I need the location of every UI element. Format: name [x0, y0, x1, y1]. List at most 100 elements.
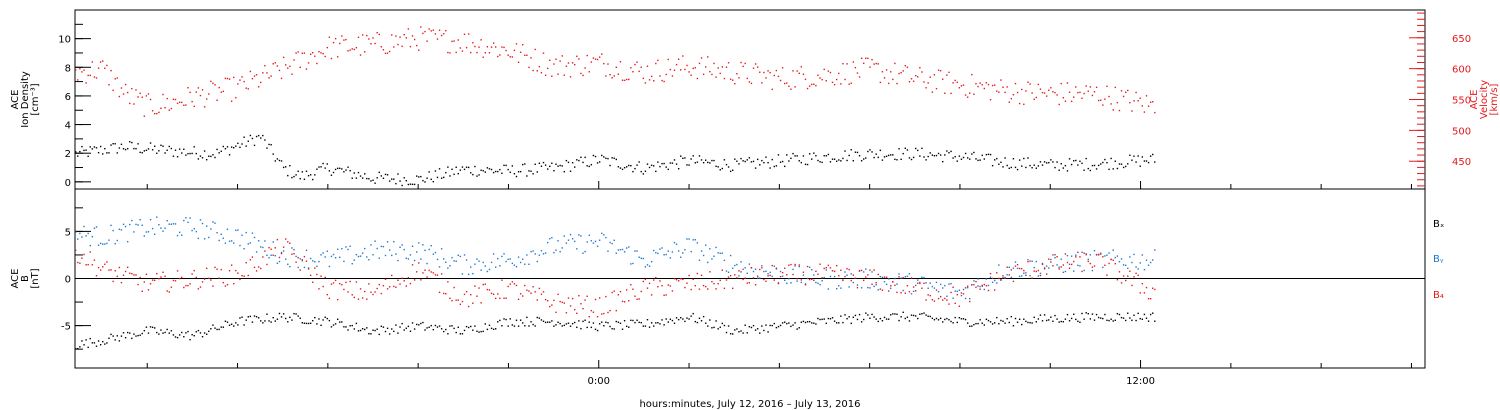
data-point	[815, 84, 817, 87]
data-point	[251, 137, 254, 140]
data-point	[1021, 275, 1023, 277]
data-point	[1006, 266, 1008, 268]
data-point	[418, 176, 420, 178]
data-point	[476, 258, 478, 260]
data-point	[503, 46, 505, 49]
data-point	[274, 62, 277, 64]
data-point	[966, 322, 969, 324]
data-point	[407, 325, 410, 328]
data-point	[257, 86, 260, 88]
data-point	[788, 160, 790, 162]
data-point	[1048, 319, 1050, 321]
data-point	[91, 342, 94, 344]
data-point	[929, 152, 931, 154]
data-point	[611, 77, 613, 79]
data-point	[166, 97, 168, 100]
data-point	[1045, 95, 1048, 97]
data-point	[646, 163, 649, 165]
data-point	[553, 170, 555, 172]
data-point	[1045, 319, 1048, 322]
data-point	[216, 268, 218, 270]
data-point	[509, 283, 511, 285]
data-point	[1060, 163, 1062, 165]
data-point	[777, 282, 780, 285]
data-point	[393, 330, 395, 333]
data-point	[1085, 312, 1087, 314]
data-point	[129, 141, 131, 143]
data-point	[316, 273, 318, 276]
data-point	[715, 76, 717, 78]
data-point	[185, 154, 187, 156]
data-point	[680, 256, 682, 258]
data-point	[470, 294, 472, 296]
data-point	[424, 269, 426, 271]
data-point	[1073, 270, 1075, 272]
data-point	[702, 254, 705, 257]
data-point	[436, 326, 439, 328]
data-point	[574, 308, 576, 311]
data-point	[486, 288, 489, 291]
data-point	[224, 77, 227, 80]
data-point	[276, 65, 279, 67]
data-point	[692, 278, 694, 281]
data-point	[781, 275, 784, 277]
data-point	[110, 333, 112, 336]
data-point	[792, 324, 794, 326]
axis-title-line: B	[20, 275, 31, 282]
data-point	[139, 151, 141, 154]
data-point	[571, 238, 574, 240]
data-point	[422, 321, 424, 324]
data-point	[989, 98, 992, 101]
data-point	[771, 88, 773, 91]
data-point	[1062, 167, 1065, 169]
data-point	[106, 242, 108, 245]
data-point	[732, 287, 734, 290]
data-point	[208, 277, 210, 280]
data-point	[1018, 102, 1021, 105]
data-point	[172, 98, 175, 100]
data-point	[628, 78, 630, 81]
data-point	[761, 325, 763, 327]
data-point	[499, 168, 501, 171]
data-point	[334, 37, 337, 40]
data-point	[767, 275, 769, 277]
data-point	[844, 78, 846, 81]
data-point	[638, 298, 640, 300]
data-point	[467, 326, 470, 329]
data-point	[769, 324, 771, 327]
data-point	[630, 67, 632, 69]
data-point	[490, 168, 493, 171]
data-point	[526, 175, 528, 177]
axis-title-line: [cm⁻³]	[30, 83, 41, 115]
data-point	[210, 228, 212, 230]
data-point	[632, 71, 634, 73]
data-point	[293, 249, 295, 251]
data-point	[669, 285, 672, 287]
data-point	[434, 324, 437, 327]
data-point	[875, 153, 877, 155]
data-point	[494, 328, 497, 330]
data-point	[632, 170, 634, 173]
data-point	[330, 174, 333, 176]
data-point	[540, 293, 543, 295]
data-point	[193, 105, 195, 108]
data-point	[447, 51, 449, 54]
data-point	[488, 289, 491, 291]
data-point	[544, 298, 547, 301]
data-point	[906, 275, 909, 277]
data-point	[625, 289, 628, 291]
data-point	[1152, 259, 1154, 261]
data-point	[274, 254, 277, 257]
data-point	[717, 67, 719, 69]
data-point	[75, 69, 77, 71]
data-point	[97, 151, 100, 154]
data-point	[1066, 313, 1069, 316]
data-point	[900, 158, 902, 160]
data-point	[792, 70, 794, 72]
data-point	[511, 165, 514, 167]
data-point	[538, 317, 541, 319]
data-point	[1068, 263, 1071, 265]
data-point	[463, 254, 466, 256]
data-point	[1043, 161, 1046, 163]
data-point	[675, 279, 678, 281]
